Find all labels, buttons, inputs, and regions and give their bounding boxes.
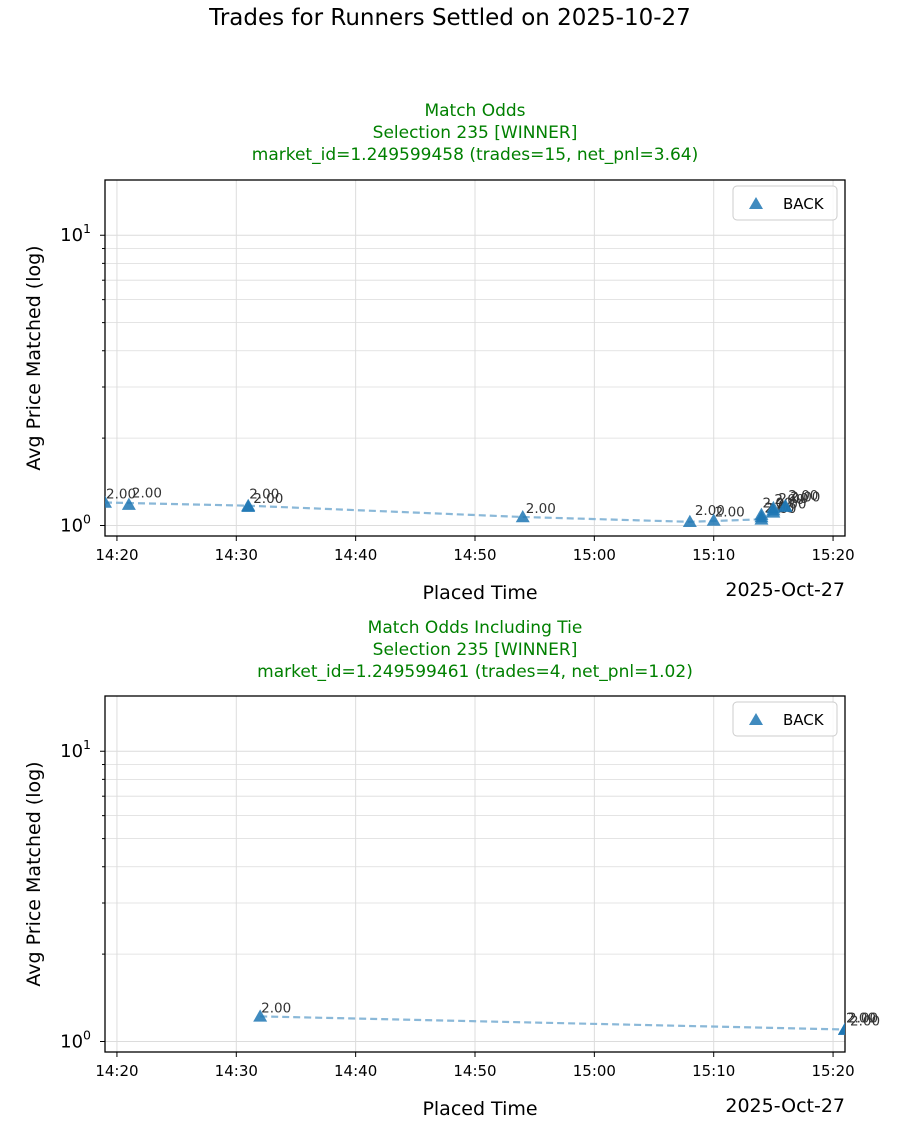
subplot-title-line-1: Match Odds bbox=[424, 101, 525, 121]
trade-price-label: 2.00 bbox=[790, 490, 820, 506]
trend-line bbox=[105, 501, 786, 523]
back-trade-marker bbox=[766, 500, 781, 514]
back-trade-marker bbox=[838, 1022, 845, 1035]
legend: BACK bbox=[732, 185, 838, 221]
trade-price-label: 2.00 bbox=[850, 1013, 880, 1029]
back-trade-marker bbox=[253, 1009, 268, 1022]
y-tick-label: 101 bbox=[60, 737, 91, 762]
back-trade-marker bbox=[754, 507, 769, 520]
y-tick-label: 100 bbox=[60, 511, 91, 536]
trade-price-label: 2.00 bbox=[715, 505, 745, 521]
figure-suptitle: Trades for Runners Settled on 2025-10-27 bbox=[208, 5, 691, 31]
x-axis-label: Placed Time bbox=[422, 1098, 537, 1120]
y-axis-label: Avg Price Matched (log) bbox=[23, 245, 45, 470]
trade-price-label: 2.00 bbox=[846, 1010, 876, 1026]
trade-price-label: 2.00 bbox=[788, 488, 818, 504]
y-tick-label: 101 bbox=[60, 221, 91, 246]
subplot-title-line-1: Match Odds Including Tie bbox=[368, 618, 583, 638]
x-tick-label: 14:30 bbox=[215, 546, 258, 564]
legend-marker-triangle bbox=[749, 713, 763, 725]
date-offset-label: 2025-Oct-27 bbox=[725, 1095, 845, 1117]
trade-price-label: 2.00 bbox=[695, 503, 725, 519]
back-trade-marker bbox=[778, 498, 793, 511]
trade-price-label: 2.00 bbox=[261, 1000, 291, 1016]
date-offset-label: 2025-Oct-27 bbox=[725, 579, 845, 601]
trend-line bbox=[260, 1015, 845, 1031]
subplot-title-line-3: market_id=1.249599458 (trades=15, net_pn… bbox=[252, 145, 698, 165]
back-trade-marker bbox=[121, 497, 136, 510]
x-tick-label: 14:20 bbox=[95, 546, 138, 564]
y-tick-label: 100 bbox=[60, 1027, 91, 1052]
x-tick-label: 14:50 bbox=[453, 1062, 496, 1080]
back-trade-marker bbox=[515, 509, 530, 523]
trade-price-label: 2.00 bbox=[526, 501, 556, 517]
subplot-title-line-2: Selection 235 [WINNER] bbox=[373, 640, 578, 660]
x-axis-label: Placed Time bbox=[422, 582, 537, 604]
back-trade-marker bbox=[706, 513, 721, 526]
x-tick-label: 15:10 bbox=[692, 1062, 735, 1080]
back-trade-marker bbox=[241, 498, 256, 511]
trade-price-label: 2.00 bbox=[848, 1010, 878, 1026]
trade-price-label: 2.00 bbox=[774, 492, 804, 508]
x-tick-label: 15:00 bbox=[573, 546, 616, 564]
legend-box bbox=[732, 185, 838, 221]
legend-marker-triangle bbox=[749, 197, 763, 209]
back-trade-marker bbox=[682, 514, 697, 528]
subplot-title-line-2: Selection 235 [WINNER] bbox=[373, 123, 578, 143]
x-tick-label: 15:00 bbox=[573, 1062, 616, 1080]
x-tick-label: 15:20 bbox=[811, 546, 854, 564]
trade-price-label: 2.00 bbox=[249, 487, 279, 503]
trade-price-label: 2.00 bbox=[253, 491, 283, 507]
legend: BACK bbox=[732, 701, 838, 737]
x-tick-label: 14:50 bbox=[453, 546, 496, 564]
x-tick-label: 14:40 bbox=[334, 1062, 377, 1080]
x-tick-label: 14:40 bbox=[334, 546, 377, 564]
back-trade-marker bbox=[105, 495, 112, 508]
x-tick-label: 14:30 bbox=[215, 1062, 258, 1080]
legend-label: BACK bbox=[783, 195, 825, 213]
x-tick-label: 15:20 bbox=[811, 1062, 854, 1080]
x-tick-label: 15:10 bbox=[692, 546, 735, 564]
legend-label: BACK bbox=[783, 711, 825, 729]
y-axis-label: Avg Price Matched (log) bbox=[23, 761, 45, 986]
legend-box bbox=[732, 701, 838, 737]
x-tick-label: 14:20 bbox=[95, 1062, 138, 1080]
trade-price-label: 2.00 bbox=[132, 486, 162, 502]
subplot-title-line-3: market_id=1.249599461 (trades=4, net_pnl… bbox=[257, 662, 693, 682]
